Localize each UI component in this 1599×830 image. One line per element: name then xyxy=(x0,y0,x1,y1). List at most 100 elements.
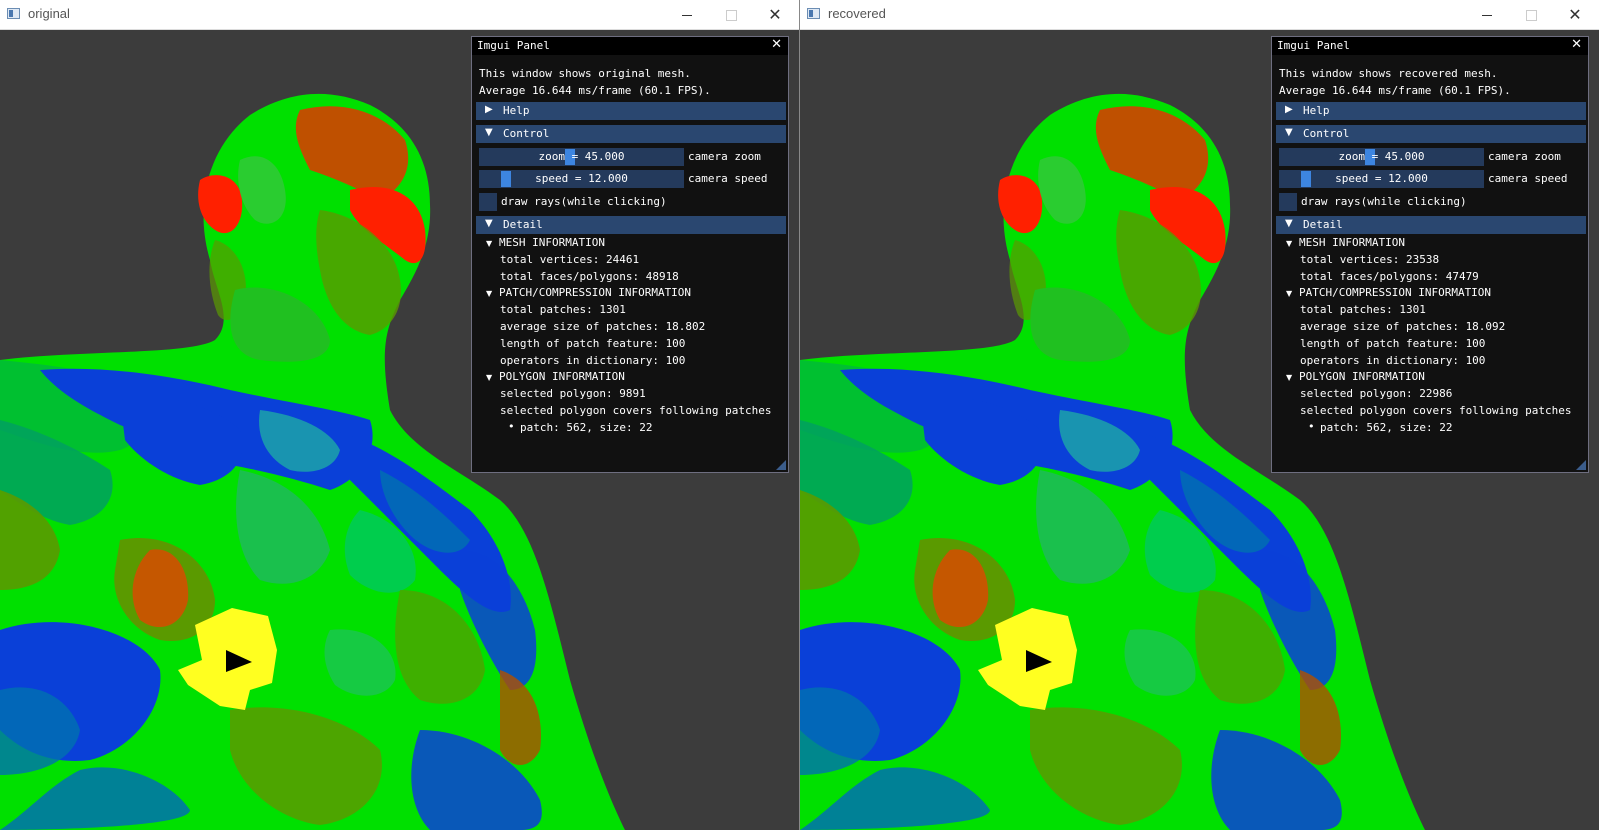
minimize-icon xyxy=(1482,15,1492,16)
bullet-icon: • xyxy=(1308,420,1315,433)
patch-feature-length: length of patch feature: 100 xyxy=(1300,337,1486,350)
panel-description: This window shows original mesh. xyxy=(479,67,691,80)
slider-grab[interactable] xyxy=(501,171,511,187)
zoom-label: camera zoom xyxy=(688,150,761,163)
covers-text: selected polygon covers following patche… xyxy=(1300,404,1572,417)
app-window-icon xyxy=(7,8,20,19)
close-icon: ✕ xyxy=(768,5,782,24)
polygon-info-node[interactable]: POLYGON INFORMATION xyxy=(1299,370,1425,383)
detail-label: Detail xyxy=(503,218,543,231)
triangle-down-icon[interactable]: ▼ xyxy=(486,239,493,248)
total-faces: total faces/polygons: 47479 xyxy=(1300,270,1479,283)
total-vertices: total vertices: 24461 xyxy=(500,253,640,266)
help-label: Help xyxy=(503,104,530,117)
panel-description: This window shows recovered mesh. xyxy=(1279,67,1498,80)
help-header[interactable]: ▶ Help xyxy=(1276,102,1586,120)
resize-grip[interactable] xyxy=(1576,460,1586,470)
triangle-down-icon[interactable]: ▼ xyxy=(486,373,493,382)
detail-label: Detail xyxy=(1303,218,1343,231)
minimize-button[interactable] xyxy=(665,2,709,27)
slider-grab[interactable] xyxy=(565,149,575,165)
resize-grip[interactable] xyxy=(776,460,786,470)
patch-info-node[interactable]: PATCH/COMPRESSION INFORMATION xyxy=(499,286,692,299)
close-button[interactable]: ✕ xyxy=(753,2,797,27)
app-window-icon xyxy=(807,8,820,19)
title-bar[interactable]: recovered ✕ xyxy=(800,0,1599,30)
speed-label: camera speed xyxy=(1488,172,1568,185)
zoom-slider[interactable]: zoom = 45.000 xyxy=(479,148,684,166)
triangle-down-icon[interactable]: ▼ xyxy=(1286,239,1293,248)
detail-header[interactable]: ▼ Detail xyxy=(1276,216,1586,234)
maximize-icon xyxy=(1525,10,1537,21)
fps-text: Average 16.644 ms/frame (60.1 FPS). xyxy=(479,84,711,97)
triangle-down-icon[interactable]: ▼ xyxy=(1286,289,1293,298)
triangle-down-icon: ▼ xyxy=(485,127,493,138)
control-header[interactable]: ▼ Control xyxy=(476,125,786,143)
speed-value: speed = 12.000 xyxy=(535,172,628,185)
zoom-value: zoom = 45.000 xyxy=(1338,150,1425,163)
minimize-icon xyxy=(682,15,692,16)
draw-rays-label: draw rays(while clicking) xyxy=(1301,195,1467,208)
slider-grab[interactable] xyxy=(1301,171,1311,187)
slider-grab[interactable] xyxy=(1365,149,1375,165)
close-icon[interactable]: ✕ xyxy=(1571,37,1582,52)
total-faces: total faces/polygons: 48918 xyxy=(500,270,679,283)
window-title: recovered xyxy=(828,6,886,21)
mouse-cursor-icon xyxy=(1026,650,1052,672)
patch-info-node[interactable]: PATCH/COMPRESSION INFORMATION xyxy=(1299,286,1492,299)
speed-slider[interactable]: speed = 12.000 xyxy=(1279,170,1484,188)
triangle-right-icon: ▶ xyxy=(485,104,493,115)
covers-text: selected polygon covers following patche… xyxy=(500,404,772,417)
maximize-icon xyxy=(725,10,737,21)
triangle-down-icon: ▼ xyxy=(1285,218,1293,229)
maximize-button[interactable] xyxy=(709,2,753,27)
minimize-button[interactable] xyxy=(1465,2,1509,27)
title-bar[interactable]: original ✕ xyxy=(0,0,799,30)
selected-polygon: selected polygon: 22986 xyxy=(1300,387,1453,400)
close-icon[interactable]: ✕ xyxy=(771,37,782,52)
triangle-down-icon[interactable]: ▼ xyxy=(486,289,493,298)
polygon-info-node[interactable]: POLYGON INFORMATION xyxy=(499,370,625,383)
draw-rays-checkbox[interactable] xyxy=(479,193,497,211)
panel-title-bar[interactable]: Imgui Panel ✕ xyxy=(472,37,788,55)
imgui-panel[interactable]: Imgui Panel ✕ This window shows recovere… xyxy=(1271,36,1589,473)
dictionary-operators: operators in dictionary: 100 xyxy=(500,354,686,367)
control-header[interactable]: ▼ Control xyxy=(1276,125,1586,143)
mesh-render[interactable] xyxy=(0,30,799,830)
window-divider xyxy=(799,0,800,830)
mesh-render[interactable] xyxy=(800,30,1599,830)
patch-item: patch: 562, size: 22 xyxy=(520,421,653,434)
triangle-right-icon: ▶ xyxy=(1285,104,1293,115)
close-button[interactable]: ✕ xyxy=(1553,2,1597,27)
mesh-viewport[interactable]: Imgui Panel ✕ This window shows recovere… xyxy=(800,30,1599,830)
help-header[interactable]: ▶ Help xyxy=(476,102,786,120)
average-patch-size: average size of patches: 18.092 xyxy=(1300,320,1506,333)
panel-title: Imgui Panel xyxy=(477,39,550,52)
mesh-info-node[interactable]: MESH INFORMATION xyxy=(499,236,605,249)
patch-item: patch: 562, size: 22 xyxy=(1320,421,1453,434)
window-original: original ✕ xyxy=(0,0,799,830)
draw-rays-checkbox[interactable] xyxy=(1279,193,1297,211)
window-recovered: recovered ✕ xyxy=(800,0,1599,830)
speed-value: speed = 12.000 xyxy=(1335,172,1428,185)
speed-slider[interactable]: speed = 12.000 xyxy=(479,170,684,188)
fps-text: Average 16.644 ms/frame (60.1 FPS). xyxy=(1279,84,1511,97)
total-patches: total patches: 1301 xyxy=(500,303,626,316)
imgui-panel[interactable]: Imgui Panel ✕ This window shows original… xyxy=(471,36,789,473)
detail-header[interactable]: ▼ Detail xyxy=(476,216,786,234)
zoom-slider[interactable]: zoom = 45.000 xyxy=(1279,148,1484,166)
triangle-down-icon: ▼ xyxy=(485,218,493,229)
speed-label: camera speed xyxy=(688,172,768,185)
triangle-down-icon[interactable]: ▼ xyxy=(1286,373,1293,382)
close-icon: ✕ xyxy=(1568,5,1582,24)
zoom-label: camera zoom xyxy=(1488,150,1561,163)
total-vertices: total vertices: 23538 xyxy=(1300,253,1440,266)
panel-title-bar[interactable]: Imgui Panel ✕ xyxy=(1272,37,1588,55)
window-title: original xyxy=(28,6,70,21)
patch-feature-length: length of patch feature: 100 xyxy=(500,337,686,350)
mesh-viewport[interactable]: Imgui Panel ✕ This window shows original… xyxy=(0,30,799,830)
control-label: Control xyxy=(1303,127,1350,140)
mesh-info-node[interactable]: MESH INFORMATION xyxy=(1299,236,1405,249)
maximize-button[interactable] xyxy=(1509,2,1553,27)
zoom-value: zoom = 45.000 xyxy=(538,150,625,163)
